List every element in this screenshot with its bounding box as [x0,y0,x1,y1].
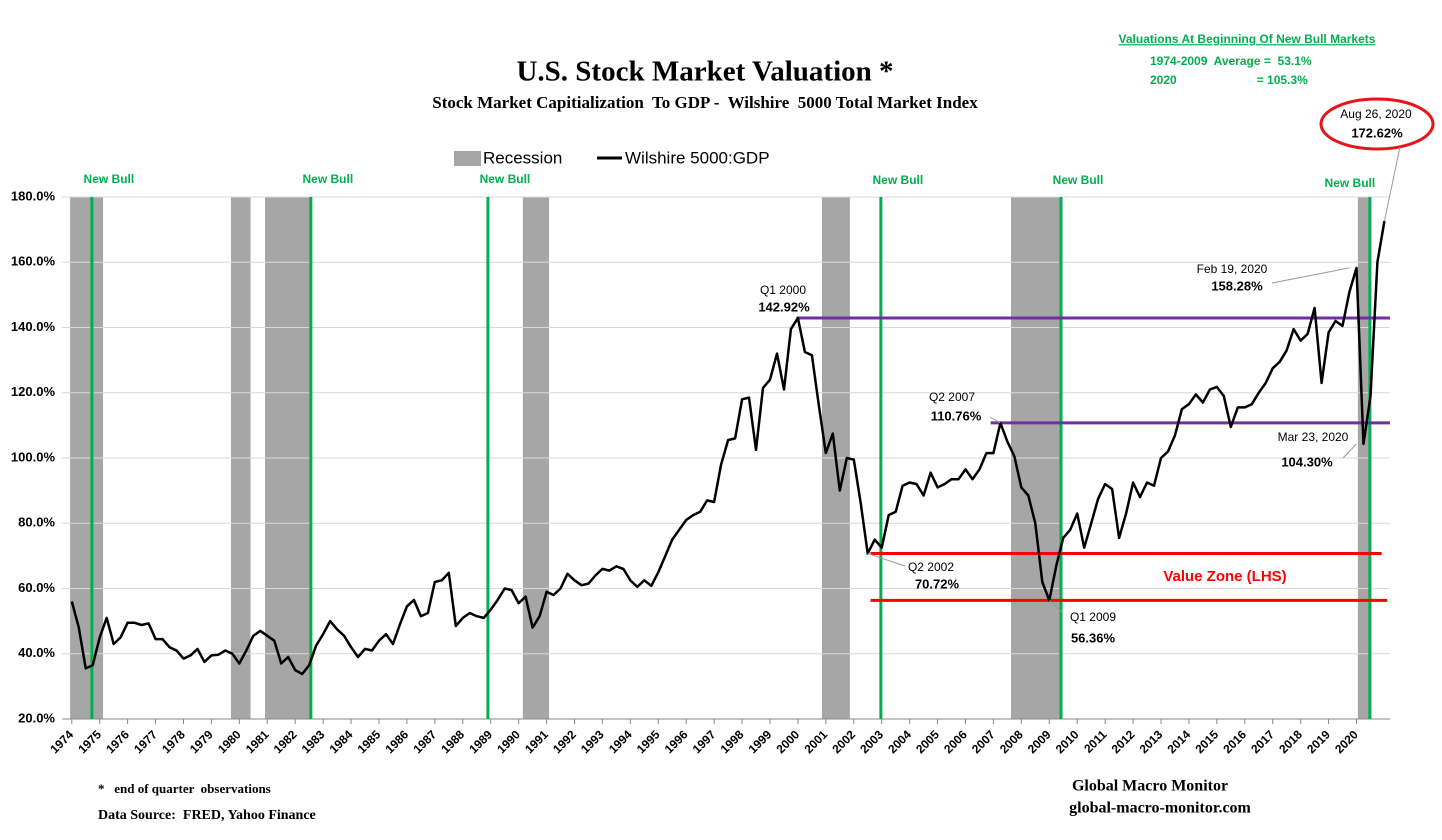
y-tick-label: 20.0% [18,710,55,725]
legend-swatch [454,151,481,166]
footnote: * end of quarter observations [98,781,271,796]
callout-leader [1271,267,1350,284]
callout-value: 110.76% [931,408,982,423]
y-tick-label: 180.0% [11,188,56,203]
callout-leader [867,553,906,567]
callout-title: Mar 23, 2020 [1278,430,1349,444]
new-bull-label: New Bull [303,172,354,186]
callout-value: 158.28% [1211,278,1263,293]
legend-label: Wilshire 5000:GDP [625,148,770,167]
highlight-ellipse [1319,97,1435,151]
callout-value: 172.62% [1351,125,1403,140]
callout-title: Feb 19, 2020 [1197,262,1268,276]
callout-value: 70.72% [915,576,960,591]
series-line [70,220,1386,676]
callout-title: Q2 2002 [908,560,954,574]
new-bull-label: New Bull [480,172,531,186]
new-bull-label: New Bull [1325,176,1376,190]
y-tick-label: 140.0% [11,319,56,334]
value-zone-label: Value Zone (LHS) [1163,568,1286,585]
notes-line: 1974-2009 Average = 53.1% [1150,54,1312,68]
y-tick-label: 160.0% [11,254,56,269]
brand-url: global-macro-monitor.com [1069,800,1251,817]
callout-title: Q2 2007 [929,390,975,404]
new-bull-label: New Bull [1053,173,1104,187]
y-tick-label: 100.0% [11,449,56,464]
y-tick-label: 60.0% [18,580,55,595]
new-bull-label: New Bull [84,172,135,186]
new-bull-label: New Bull [873,173,924,187]
source: Data Source: FRED, Yahoo Finance [98,808,316,823]
callout-title: Aug 26, 2020 [1340,107,1412,121]
y-tick-label: 120.0% [11,384,56,399]
callout-leader [1342,443,1357,459]
notes-line: 2020 = 105.3% [1150,73,1308,87]
callout-leader [1383,146,1401,222]
callout-title: Q1 2000 [760,283,806,297]
brand: Global Macro Monitor [1072,778,1228,795]
callout-leader [989,416,1001,424]
callout-value: 56.36% [1071,630,1116,645]
legend-label: Recession [483,148,562,167]
callout-title: Q1 2009 [1070,610,1116,624]
callout-leader [1048,600,1063,613]
callout-value: 142.92% [758,299,810,314]
chart-title: U.S. Stock Market Valuation * [516,56,893,88]
notes-title: Valuations At Beginning Of New Bull Mark… [1119,32,1376,46]
y-tick-label: 80.0% [18,515,55,530]
callout-value: 104.30% [1281,454,1333,469]
y-tick-label: 40.0% [18,645,55,660]
chart-subtitle: Stock Market Capitialization To GDP - Wi… [432,93,978,112]
